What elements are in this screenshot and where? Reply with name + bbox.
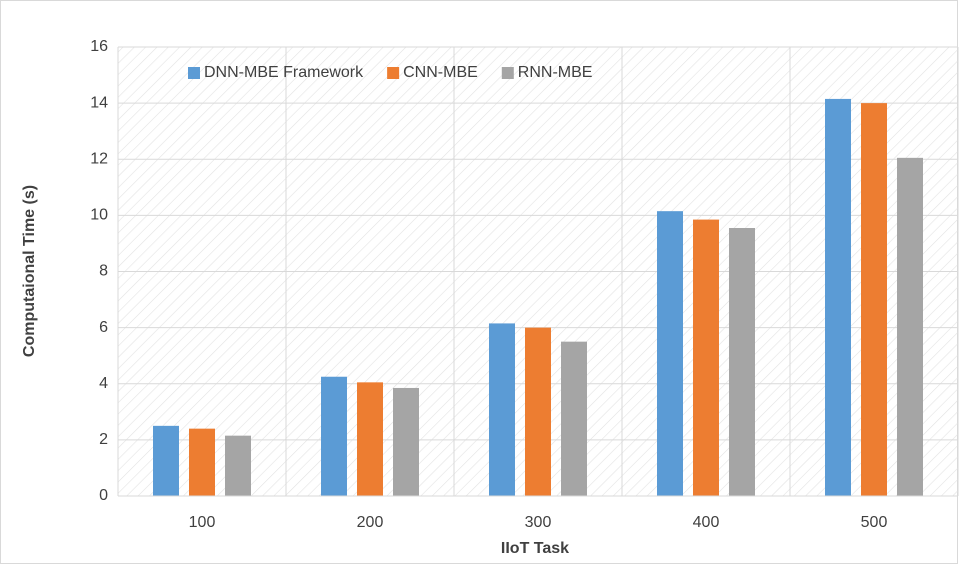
bar xyxy=(861,103,887,496)
legend-swatch xyxy=(387,67,400,79)
x-tick-label: 400 xyxy=(693,514,720,531)
legend-swatch xyxy=(188,67,200,79)
bar xyxy=(393,387,419,496)
bar xyxy=(153,425,179,496)
y-tick-label: 8 xyxy=(99,263,108,280)
y-tick-label: 0 xyxy=(99,487,108,504)
x-axis-title: IIoT Task xyxy=(501,540,569,557)
bar xyxy=(225,435,251,496)
y-tick-label: 6 xyxy=(99,319,108,336)
y-axis-title: Computaional Time (s) xyxy=(21,185,38,357)
bar xyxy=(729,228,755,497)
bar xyxy=(489,323,515,496)
y-tick-label: 4 xyxy=(99,375,108,392)
legend-swatch xyxy=(501,67,514,79)
y-tick-label: 2 xyxy=(99,431,108,448)
bar xyxy=(657,211,683,496)
bar xyxy=(825,98,851,497)
y-tick-label: 12 xyxy=(90,150,108,167)
y-tick-label: 16 xyxy=(90,38,108,55)
bar xyxy=(357,382,383,496)
bar xyxy=(321,376,347,496)
y-tick-label: 14 xyxy=(90,94,108,111)
legend-label: RNN-MBE xyxy=(518,64,593,81)
bar xyxy=(525,327,551,496)
legend-label: DNN-MBE Framework xyxy=(204,64,364,81)
x-tick-label: 300 xyxy=(525,514,552,531)
bar xyxy=(561,341,587,496)
bar xyxy=(693,219,719,496)
legend-label: CNN-MBE xyxy=(403,64,478,81)
bar xyxy=(897,157,923,497)
y-tick-label: 10 xyxy=(90,207,108,224)
x-tick-label: 200 xyxy=(357,514,384,531)
x-tick-label: 500 xyxy=(861,514,888,531)
bar xyxy=(189,428,215,496)
x-tick-label: 100 xyxy=(189,514,216,531)
